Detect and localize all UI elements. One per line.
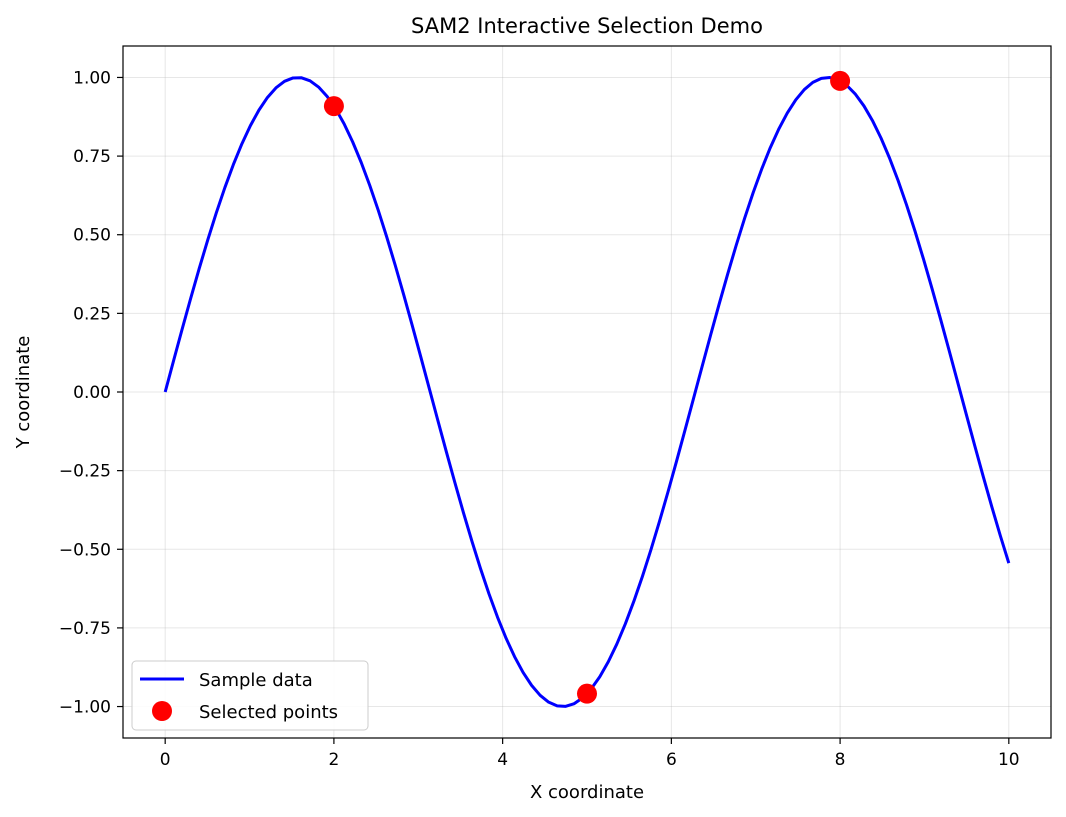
x-tick-label: 2 (328, 750, 339, 770)
y-tick-label: −0.50 (59, 540, 111, 560)
x-tick-label: 4 (497, 750, 508, 770)
y-axis-label: Y coordinate (13, 336, 34, 450)
y-tick-label: 0.25 (73, 304, 111, 324)
x-tick-label: 6 (666, 750, 677, 770)
x-tick-label: 0 (160, 750, 171, 770)
selected-point (323, 96, 344, 117)
chart-title: SAM2 Interactive Selection Demo (411, 14, 763, 38)
x-axis-label: X coordinate (530, 782, 644, 803)
y-tick-label: 0.75 (73, 147, 111, 167)
scatter-layer (323, 70, 851, 704)
legend-label-selected-points: Selected points (199, 702, 338, 723)
y-tick-label: 1.00 (73, 68, 111, 88)
legend: Sample data Selected points (131, 660, 369, 731)
y-tick-label: −0.25 (59, 462, 111, 482)
legend-marker-swatch (152, 701, 172, 721)
y-axis: 1.00 0.75 0.50 0.25 0.00 −0.25 −0.50 −0.75 −1.00 (59, 68, 123, 718)
y-tick-label: 0.50 (73, 226, 111, 246)
selected-point (830, 70, 851, 91)
x-tick-label: 10 (998, 750, 1020, 770)
plot-background (123, 46, 1051, 738)
y-tick-label: −1.00 (59, 698, 111, 718)
x-tick-label: 8 (835, 750, 846, 770)
selected-point (577, 683, 597, 704)
legend-box (131, 660, 369, 731)
y-tick-label: 0.00 (73, 383, 111, 403)
legend-label-sample-data: Sample data (199, 670, 313, 691)
grid-lines (123, 46, 1051, 738)
y-tick-label: −0.75 (59, 619, 111, 639)
x-axis: 0 2 4 6 8 10 (160, 738, 1020, 770)
